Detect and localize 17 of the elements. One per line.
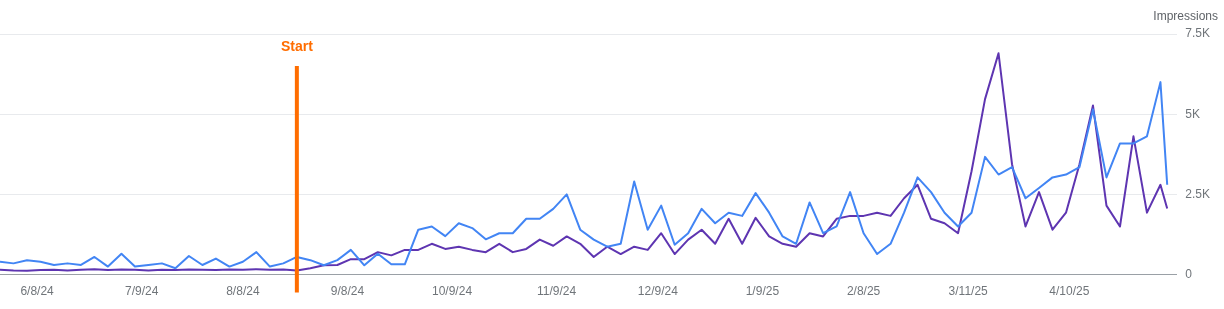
y-tick-label: 7.5K <box>1185 26 1210 41</box>
x-tick-label: 3/11/25 <box>948 284 989 299</box>
x-tick-label: 11/9/24 <box>537 284 577 299</box>
x-tick-label: 8/8/24 <box>226 284 260 299</box>
x-tick-label: 4/10/25 <box>1049 284 1090 299</box>
y-tick-label: 2.5K <box>1185 186 1210 201</box>
y-axis-title: Impressions <box>1153 9 1218 24</box>
x-tick-label: 10/9/24 <box>432 284 473 299</box>
y-tick-label: 0 <box>1185 266 1193 281</box>
ref-line-label: Start <box>280 37 314 54</box>
x-tick-label: 9/8/24 <box>330 284 365 299</box>
y-tick-label: 5K <box>1185 106 1200 121</box>
x-tick-label: 2/8/25 <box>846 284 881 299</box>
x-tick-label: 12/9/24 <box>637 284 679 299</box>
x-tick-label: 1/9/25 <box>745 284 780 299</box>
x-tick-label: 7/9/24 <box>125 284 159 299</box>
x-tick-label: 6/8/24 <box>20 284 55 299</box>
